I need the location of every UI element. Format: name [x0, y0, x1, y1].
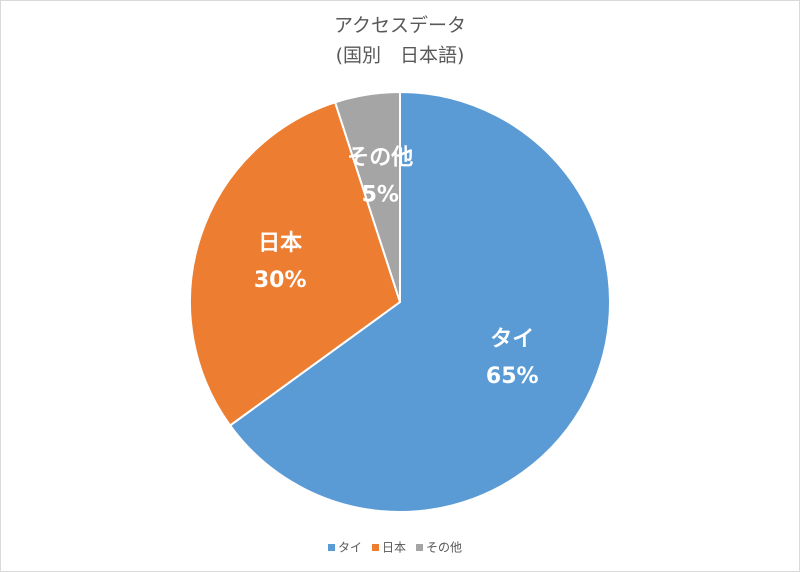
- legend-label: タイ: [338, 541, 362, 555]
- slice-label: その他: [347, 146, 413, 171]
- chart-title: アクセスデータ: [334, 15, 466, 37]
- legend-swatch: [328, 544, 335, 551]
- chart-subtitle: (国別 日本語): [336, 45, 465, 67]
- pie-slice: [228, 90, 611, 513]
- pie-slice: [188, 101, 402, 427]
- legend-swatch: [416, 544, 423, 551]
- legend-swatch: [372, 544, 379, 551]
- legend-label: その他: [426, 541, 462, 555]
- slice-value-label: 30%: [254, 268, 307, 293]
- slice-label: 日本: [258, 231, 302, 256]
- slice-value-label: 5%: [362, 183, 399, 208]
- legend-label: 日本: [382, 541, 406, 555]
- slice-label: タイ: [490, 327, 534, 352]
- slice-value-label: 65%: [486, 364, 539, 389]
- pie-slice: [333, 90, 401, 303]
